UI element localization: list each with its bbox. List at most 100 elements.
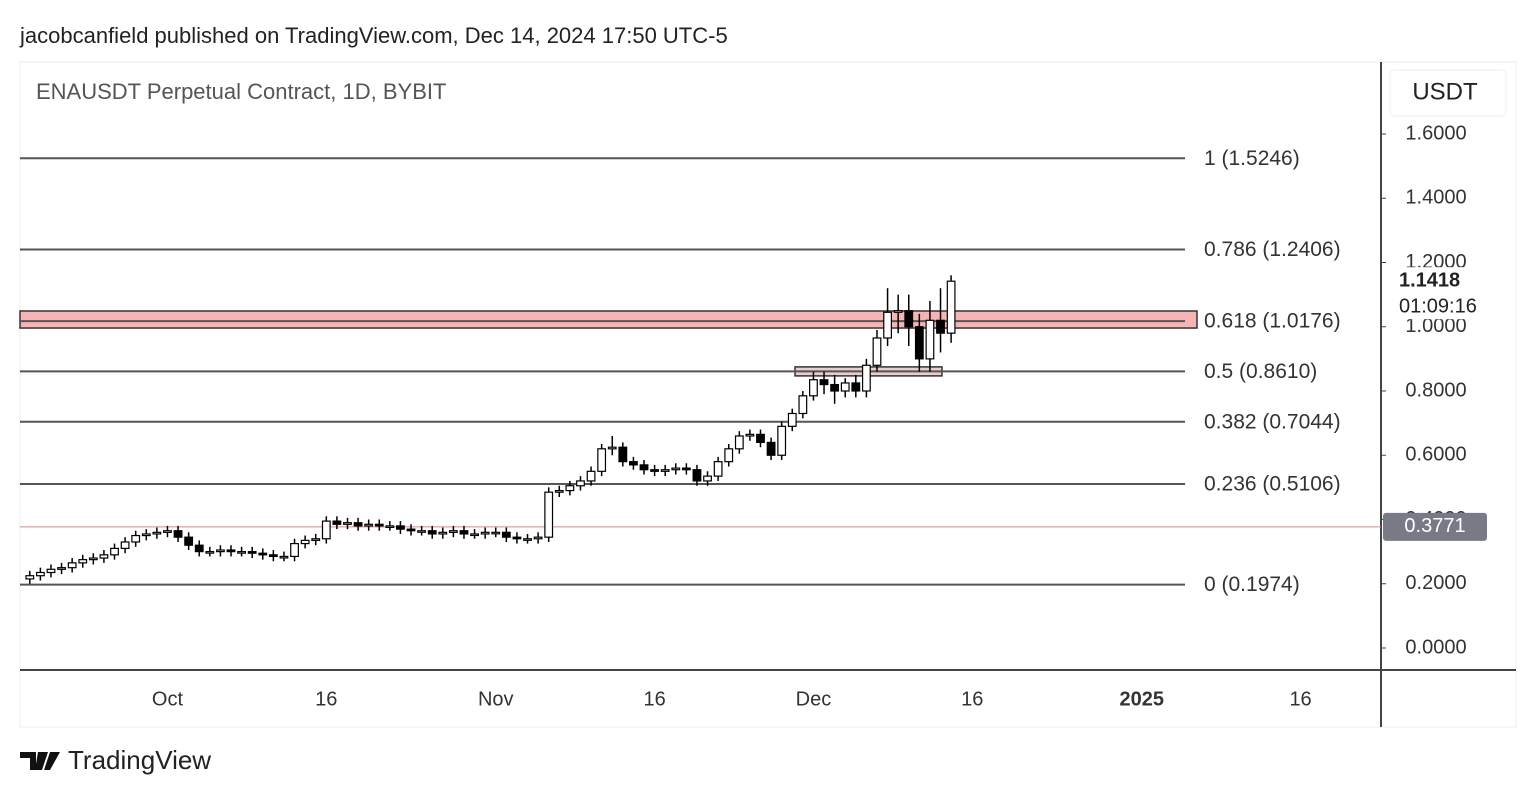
- x-tick-label: 16: [961, 688, 983, 710]
- publisher-line: jacobcanfield published on TradingView.c…: [19, 23, 728, 48]
- candle-body: [576, 480, 585, 487]
- candle-body: [533, 536, 543, 540]
- y-tick-label: 0.6000: [1405, 444, 1466, 466]
- candles: [25, 275, 956, 584]
- fib-label: 0.786 (1.2406): [1204, 238, 1341, 261]
- y-tick-label: 0.2000: [1405, 572, 1466, 594]
- candle-body: [374, 523, 384, 527]
- currency-button[interactable]: [1389, 69, 1507, 117]
- candle-body: [946, 280, 956, 334]
- candle-body: [650, 469, 660, 472]
- x-tick-label: Oct: [152, 688, 184, 710]
- candle-body: [787, 412, 797, 427]
- logo-mark: [20, 752, 60, 770]
- candle-body: [914, 326, 924, 360]
- candle-body: [258, 552, 268, 556]
- candle-body: [925, 319, 935, 360]
- candle-body: [501, 531, 511, 538]
- x-tick-label: 16: [643, 688, 665, 710]
- candle-body: [353, 522, 363, 527]
- candle-body: [417, 530, 427, 533]
- tradingview-logo: TradingView: [20, 745, 211, 775]
- currency-label[interactable]: USDT: [1412, 78, 1478, 105]
- candle-body: [639, 464, 649, 471]
- candle-body: [300, 539, 310, 545]
- symbol-title: ENAUSDT Perpetual Contract, 1D, BYBIT: [36, 79, 446, 104]
- candle-body: [247, 551, 257, 554]
- candle-body: [321, 520, 331, 540]
- candle-body: [819, 379, 829, 386]
- candle-body: [194, 544, 204, 553]
- candle-body: [883, 311, 892, 339]
- fib-label: 0.236 (0.5106): [1204, 473, 1341, 496]
- candle-body: [872, 337, 882, 366]
- fib-label: 0.382 (0.7044): [1204, 410, 1341, 433]
- candle-body: [99, 554, 109, 559]
- candle-body: [205, 551, 215, 554]
- price-line-tag: [1383, 512, 1487, 541]
- candle-body: [491, 531, 501, 535]
- candle-body: [512, 536, 522, 540]
- candle-body: [57, 567, 66, 570]
- candle-body: [226, 549, 236, 553]
- candle-body: [724, 448, 734, 463]
- candle-body: [544, 491, 554, 538]
- candle-body: [470, 533, 479, 537]
- y-tick-label: 0.8000: [1405, 379, 1466, 401]
- candle-body: [46, 568, 56, 574]
- candle-body: [681, 467, 691, 471]
- candle-body: [396, 525, 405, 530]
- candle-body: [427, 530, 437, 535]
- candle-body: [809, 379, 818, 397]
- candle-body: [936, 319, 945, 334]
- candle-body: [629, 461, 638, 466]
- candle-body: [406, 528, 416, 532]
- candle-body: [332, 520, 342, 525]
- candle-body: [110, 547, 119, 556]
- candle-body: [385, 525, 395, 529]
- candle-body: [766, 441, 776, 456]
- y-tick-label: 0.0000: [1405, 636, 1466, 658]
- candle-body: [184, 536, 194, 546]
- candle-body: [343, 522, 352, 525]
- price-line-label: 0.3771: [1404, 515, 1465, 537]
- candle-body: [607, 446, 617, 450]
- fib-label: 0.5 (0.8610): [1204, 360, 1317, 383]
- candle-body: [692, 469, 702, 482]
- candle-body: [745, 433, 755, 437]
- candle-body: [840, 382, 850, 392]
- x-tick-label: 16: [1289, 688, 1311, 710]
- candle-body: [861, 364, 871, 392]
- candle-body: [448, 530, 458, 533]
- candle-body: [586, 470, 596, 482]
- candle-body: [279, 555, 289, 559]
- candle-body: [904, 310, 914, 328]
- candle-body: [237, 551, 247, 554]
- candle-body: [671, 467, 681, 471]
- candle-body: [25, 575, 35, 580]
- zone: [19, 310, 1198, 329]
- candle-body: [713, 461, 723, 477]
- candle-body: [756, 433, 765, 443]
- candle-body: [618, 446, 628, 463]
- last-price-tag: [1388, 267, 1500, 320]
- candle-body: [480, 531, 490, 535]
- candle-body: [78, 559, 88, 564]
- candle-body: [893, 310, 903, 313]
- candle-body: [660, 469, 670, 472]
- candle-body: [215, 549, 225, 553]
- x-tick-label: 2025: [1119, 688, 1164, 710]
- fib-label: 1 (1.5246): [1204, 147, 1300, 170]
- fib-label: 0 (0.1974): [1204, 573, 1300, 596]
- candle-body: [554, 489, 564, 493]
- candle-body: [597, 448, 607, 472]
- candle-body: [523, 538, 532, 541]
- candle-body: [290, 542, 299, 558]
- candle-body: [67, 562, 77, 569]
- candle-body: [120, 541, 130, 550]
- candle-body: [311, 538, 321, 541]
- candle-body: [163, 530, 172, 533]
- y-tick-label: 1.4000: [1405, 187, 1466, 209]
- candle-body: [141, 533, 151, 537]
